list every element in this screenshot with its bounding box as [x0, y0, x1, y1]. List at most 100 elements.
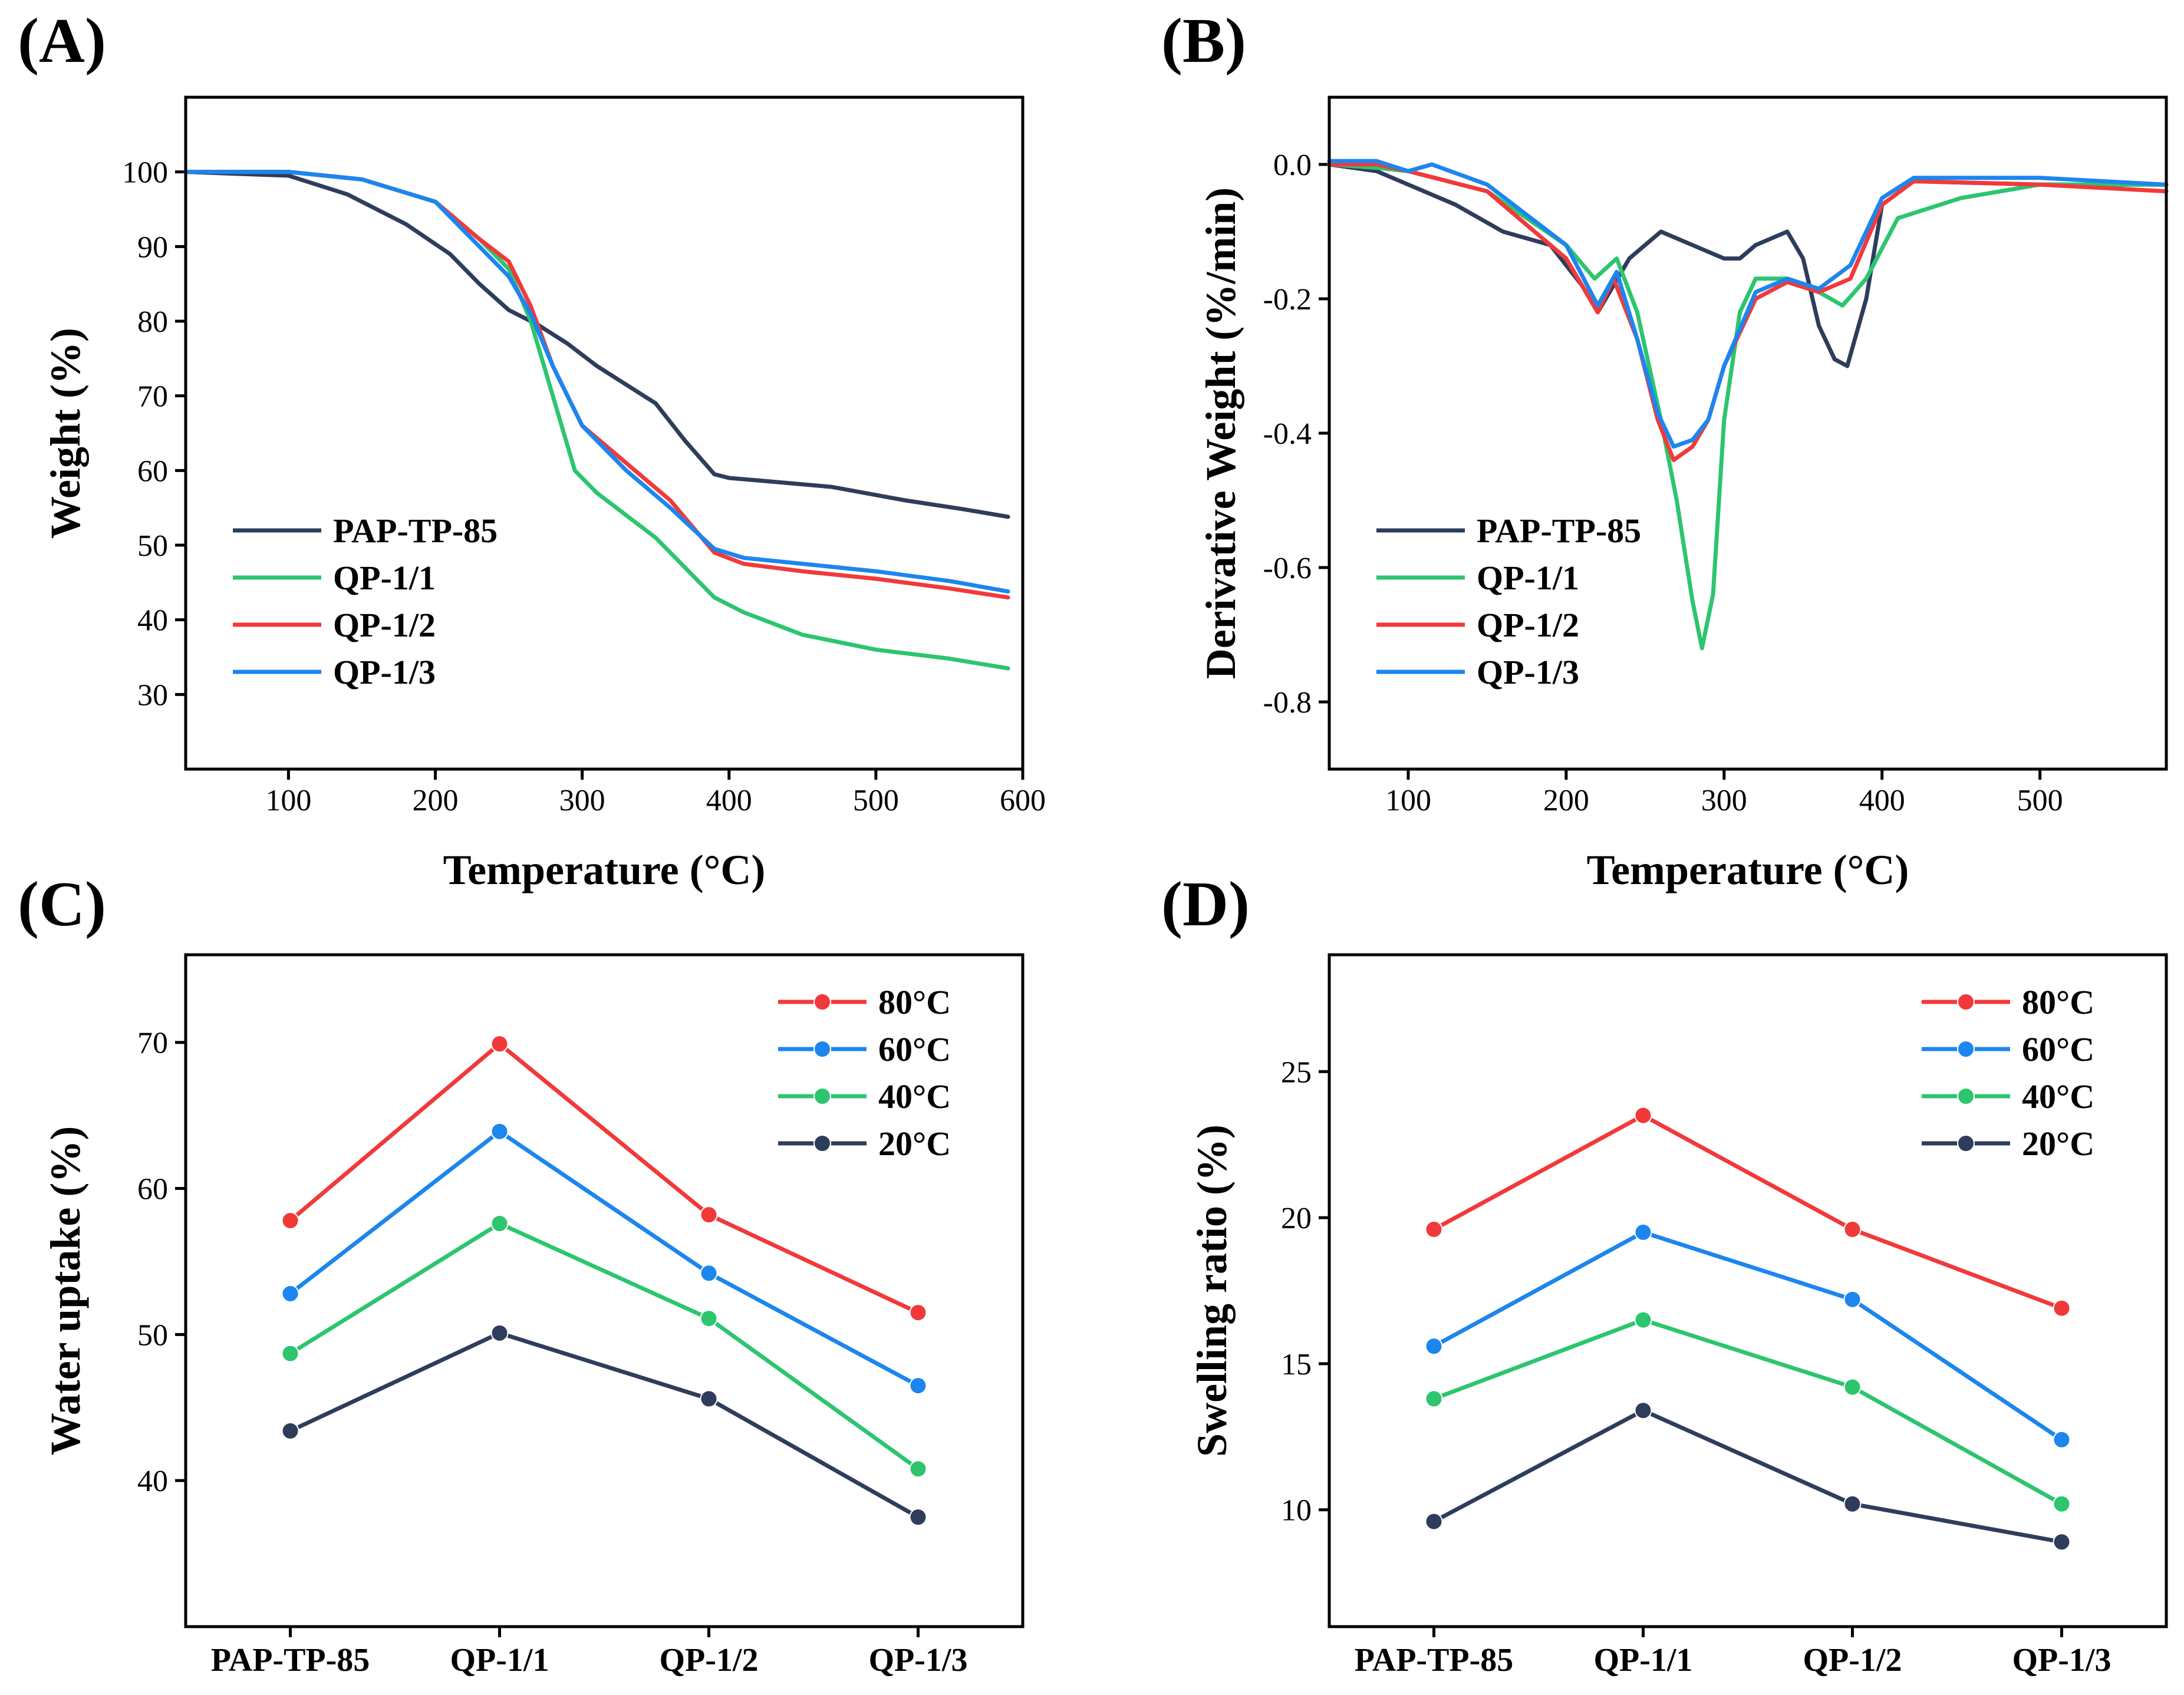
panel-b-xtick-label: 100	[1385, 784, 1431, 817]
panel-c-legend: 80°C 60°C 40°C 20°C	[778, 983, 951, 1163]
legend-label-qp-1-2: QP-1/2	[1477, 606, 1579, 644]
panel-b-ytick-label: -0.8	[1263, 686, 1312, 720]
panel-d-category-label: QP-1/3	[2012, 1642, 2111, 1678]
panel-c-ytick-label: 40	[137, 1465, 168, 1498]
legend-marker-60-c	[1957, 1040, 1975, 1058]
panel-b-ytick-label: 0.0	[1273, 149, 1312, 182]
data-point-60-c	[1634, 1223, 1652, 1241]
panel-b-xtick-label: 300	[1701, 784, 1747, 817]
panel-a-ytick-label: 50	[137, 529, 168, 563]
panel-a-ytick-label: 90	[137, 230, 168, 264]
data-point-40-c	[1843, 1378, 1862, 1396]
legend-label-qp-1-1: QP-1/1	[333, 559, 436, 597]
panel-label-a: (A)	[18, 6, 106, 76]
data-point-40-c	[909, 1460, 927, 1478]
series-line-20-c	[289, 1331, 920, 1519]
legend-marker-20-c	[813, 1135, 831, 1152]
panel-c-ylabel: Water uptake (%)	[42, 1126, 89, 1456]
panel-d-plot-area	[1425, 1106, 2071, 1551]
data-point-80-c	[909, 1304, 927, 1322]
legend-label-pap-tp-85: PAP-TP-85	[1477, 512, 1641, 550]
legend-label-60-c: 60°C	[878, 1030, 951, 1069]
panel-a-ytick-label: 60	[137, 454, 168, 488]
data-point-40-c	[1425, 1390, 1443, 1408]
data-point-20-c	[281, 1422, 299, 1440]
panel-c-category-label: PAP-TP-85	[211, 1642, 370, 1678]
panel-b-ylabel: Derivative Weight (%/min)	[1197, 187, 1244, 680]
panel-d-ylabel: Swelling ratio (%)	[1188, 1124, 1236, 1457]
series-line-qp-1-2	[183, 170, 1010, 600]
series-line-qp-1-1	[183, 170, 1010, 671]
legend-label-40-c: 40°C	[878, 1077, 951, 1116]
panel-c-plot-area	[281, 1035, 927, 1526]
series-line-40-c	[1433, 1317, 2063, 1506]
panel-a-ytick-label: 40	[137, 604, 168, 638]
data-point-60-c	[700, 1264, 718, 1282]
legend-label-40-c: 40°C	[2022, 1077, 2094, 1116]
panel-a-xtick-label: 500	[853, 784, 899, 817]
legend-marker-20-c	[1957, 1135, 1975, 1152]
panel-a-ytick-label: 100	[122, 156, 168, 190]
data-point-20-c	[909, 1508, 927, 1526]
panel-a-xlabel: Temperature (°C)	[443, 846, 766, 893]
data-point-20-c	[1843, 1495, 1862, 1513]
panel-b-xtick-label: 200	[1543, 784, 1589, 817]
data-point-80-c	[281, 1212, 299, 1230]
data-point-20-c	[490, 1324, 509, 1342]
panel-a-xtick-label: 100	[265, 784, 311, 817]
series-line-qp-1-3	[183, 170, 1010, 594]
panel-b-ytick-label: -0.4	[1263, 417, 1312, 451]
panel-c-ytick-label: 50	[137, 1318, 168, 1352]
panel-b-xtick-label: 400	[1859, 784, 1905, 817]
panel-b-xtick-label: 500	[2017, 784, 2063, 817]
legend-label-qp-1-3: QP-1/3	[333, 653, 436, 691]
panel-d-ytick-label: 15	[1281, 1348, 1312, 1381]
data-point-80-c	[490, 1035, 509, 1053]
panel-b-legend: PAP-TP-85 QP-1/1 QP-1/2 QP-1/3	[1376, 512, 1641, 691]
panel-a-ylabel: Weight (%)	[42, 328, 89, 539]
panel-b-frame	[1327, 95, 2168, 771]
legend-marker-40-c	[1957, 1087, 1975, 1105]
series-line-20-c	[1432, 1408, 2063, 1544]
data-point-80-c	[1425, 1220, 1443, 1238]
data-point-80-c	[1843, 1220, 1862, 1238]
data-point-40-c	[2053, 1495, 2071, 1513]
panel-a-xtick-label: 200	[413, 784, 459, 817]
panel-b-plot-area	[1327, 159, 2169, 651]
panel-a-plot-area	[183, 170, 1010, 671]
panel-d-ytick-label: 20	[1281, 1202, 1312, 1235]
panel-a-frame	[184, 95, 1025, 771]
legend-label-20-c: 20°C	[878, 1124, 951, 1163]
data-point-80-c	[700, 1206, 718, 1224]
legend-marker-40-c	[813, 1087, 831, 1105]
data-point-60-c	[2053, 1430, 2071, 1449]
panel-a-ticks: 30 40 50 60 70 80 90 100 100 200 300 400 500 600	[122, 156, 1046, 817]
panel-d-ticks: 10 15 20 25 PAP-TP-85 QP-1/1 QP-1/2 QP-1/3	[1281, 1056, 2111, 1678]
series-line-pap-tp-85	[1327, 162, 2169, 368]
panel-d-category-label: PAP-TP-85	[1355, 1642, 1514, 1678]
data-point-20-c	[1634, 1401, 1652, 1420]
legend-label-qp-1-1: QP-1/1	[1477, 559, 1579, 597]
panel-c-category-label: QP-1/1	[450, 1642, 549, 1678]
data-point-20-c	[700, 1390, 718, 1408]
legend-label-20-c: 20°C	[2022, 1124, 2094, 1163]
panel-c-frame	[184, 953, 1025, 1628]
series-line-60-c	[289, 1129, 920, 1388]
panel-label-d: (D)	[1161, 869, 1250, 939]
panel-c-category-label: QP-1/3	[869, 1642, 968, 1678]
legend-label-pap-tp-85: PAP-TP-85	[333, 512, 498, 550]
series-line-qp-1-2	[1327, 162, 2169, 463]
panel-d-category-label: QP-1/1	[1594, 1642, 1693, 1678]
legend-label-80-c: 80°C	[878, 983, 951, 1021]
series-line-60-c	[1432, 1230, 2063, 1442]
legend-marker-80-c	[813, 993, 831, 1011]
series-line-qp-1-3	[1327, 159, 2169, 449]
legend-label-60-c: 60°C	[2022, 1030, 2094, 1069]
legend-marker-80-c	[1957, 993, 1975, 1011]
panel-b-ytick-label: -0.2	[1263, 283, 1312, 316]
panel-b-xlabel: Temperature (°C)	[1587, 846, 1909, 893]
legend-label-qp-1-2: QP-1/2	[333, 606, 436, 644]
